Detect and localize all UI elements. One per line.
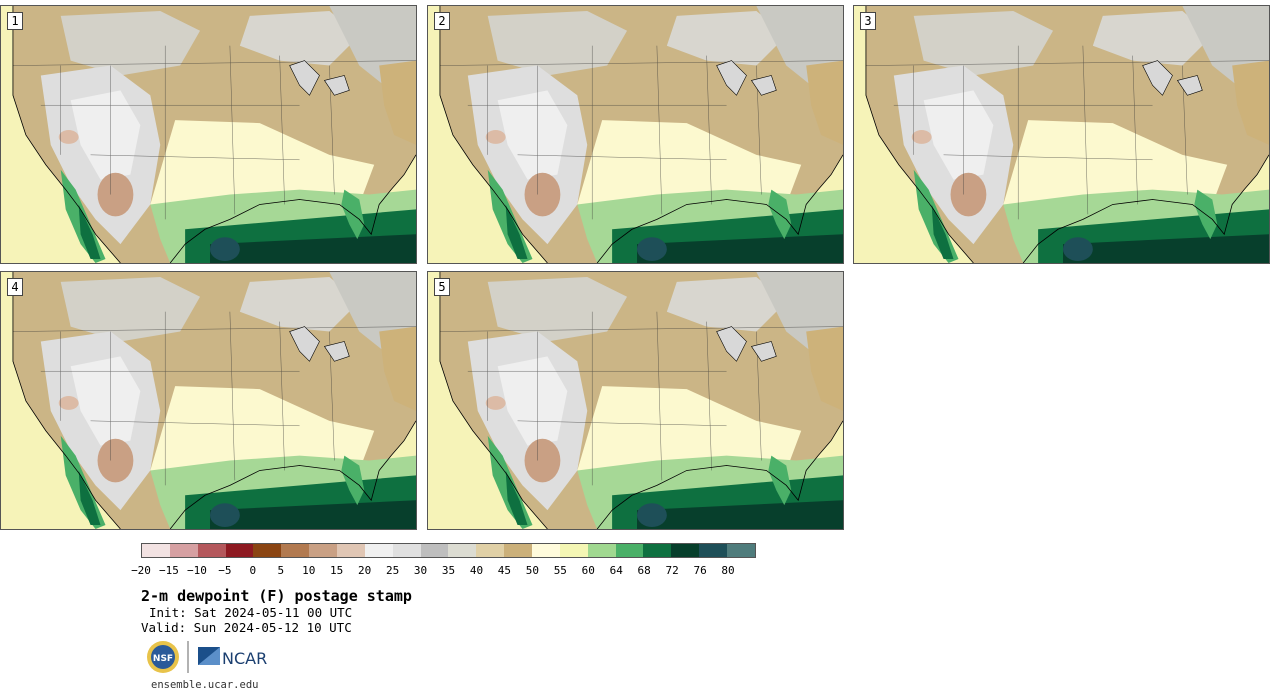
colorbar-swatch	[587, 544, 616, 557]
panel-number: 1	[7, 12, 23, 30]
colorbar-tick-label: 76	[693, 564, 707, 577]
ncar-logo: NCAR	[198, 647, 267, 668]
valid-time: Valid: Sun 2024-05-12 10 UTC	[141, 620, 352, 635]
colorbar-swatch	[559, 544, 588, 557]
svg-text:NCAR: NCAR	[222, 649, 267, 668]
colorbar-tick-label: 0	[249, 564, 257, 577]
sponsor-logos: NSF NCAR	[147, 641, 267, 673]
colorbar-swatch	[281, 544, 310, 557]
colorbar-tick-label: 20	[358, 564, 372, 577]
colorbar-swatch	[337, 544, 365, 557]
colorbar	[141, 543, 756, 558]
colorbar-swatch	[197, 544, 226, 557]
colorbar-tick-label: 25	[385, 564, 400, 577]
colorbar-swatch	[504, 544, 533, 557]
colorbar-tick-label: 60	[581, 564, 595, 577]
colorbar-tick-label: 80	[721, 564, 735, 577]
colorbar-swatch	[420, 544, 449, 557]
map-panel-5: 5	[427, 271, 844, 530]
nsf-logo: NSF	[147, 641, 179, 673]
colorbar-tick-label: −15	[159, 564, 179, 577]
colorbar-swatch	[643, 544, 672, 557]
svg-text:NSF: NSF	[153, 654, 173, 664]
chart-title: 2-m dewpoint (F) postage stamp	[141, 587, 412, 605]
colorbar-tick-label: 50	[525, 564, 539, 577]
map-panel-2: 2	[427, 5, 844, 264]
map-panel-3: 3	[853, 5, 1270, 264]
colorbar-swatch	[671, 544, 700, 557]
map-panel-4: 4	[0, 271, 417, 530]
colorbar-swatch	[364, 544, 393, 557]
colorbar-swatch	[699, 544, 728, 557]
colorbar-tick-label: 55	[553, 564, 567, 577]
dewpoint-map	[428, 272, 843, 529]
colorbar-tick-label: 68	[637, 564, 651, 577]
colorbar-swatch	[392, 544, 421, 557]
init-time: Init: Sat 2024-05-11 00 UTC	[149, 605, 353, 620]
colorbar-tick-label: 45	[497, 564, 512, 577]
colorbar-swatch	[615, 544, 644, 557]
panel-number: 2	[434, 12, 450, 30]
dewpoint-map	[1, 6, 416, 263]
panel-number: 3	[860, 12, 876, 30]
colorbar-tick-label: 5	[277, 564, 285, 577]
colorbar-swatch	[448, 544, 477, 557]
map-panel-1: 1	[0, 5, 417, 264]
panel-number: 4	[7, 278, 23, 296]
colorbar-swatch	[225, 544, 254, 557]
website-url: ensemble.ucar.edu	[151, 679, 259, 691]
colorbar-tick-label: −20	[131, 564, 151, 577]
colorbar-swatch	[253, 544, 282, 557]
colorbar-tick-label: 40	[469, 564, 484, 577]
colorbar-swatch	[476, 544, 505, 557]
colorbar-tick-label: 15	[330, 564, 344, 577]
colorbar-tick-label: 35	[441, 564, 456, 577]
colorbar-tick-label: −5	[218, 564, 232, 577]
colorbar-swatch	[727, 544, 755, 557]
colorbar-tick-label: 72	[665, 564, 679, 577]
dewpoint-map	[1, 272, 416, 529]
colorbar-swatch	[142, 544, 170, 557]
colorbar-tick-label: 64	[609, 564, 623, 577]
colorbar-tick-label: 30	[413, 564, 428, 577]
dewpoint-map	[428, 6, 843, 263]
colorbar-tick-label: −10	[186, 564, 207, 577]
colorbar-ticks: −20 −15 −10 −5 0 5 10 15 20 25 30 35 40 45 50 55 60 64 68 7…	[131, 564, 791, 578]
colorbar-swatch	[532, 544, 560, 557]
colorbar-tick-label: 10	[302, 564, 316, 577]
panel-number: 5	[434, 278, 450, 296]
colorbar-swatch	[309, 544, 338, 557]
dewpoint-map	[854, 6, 1269, 263]
colorbar-swatch	[169, 544, 198, 557]
